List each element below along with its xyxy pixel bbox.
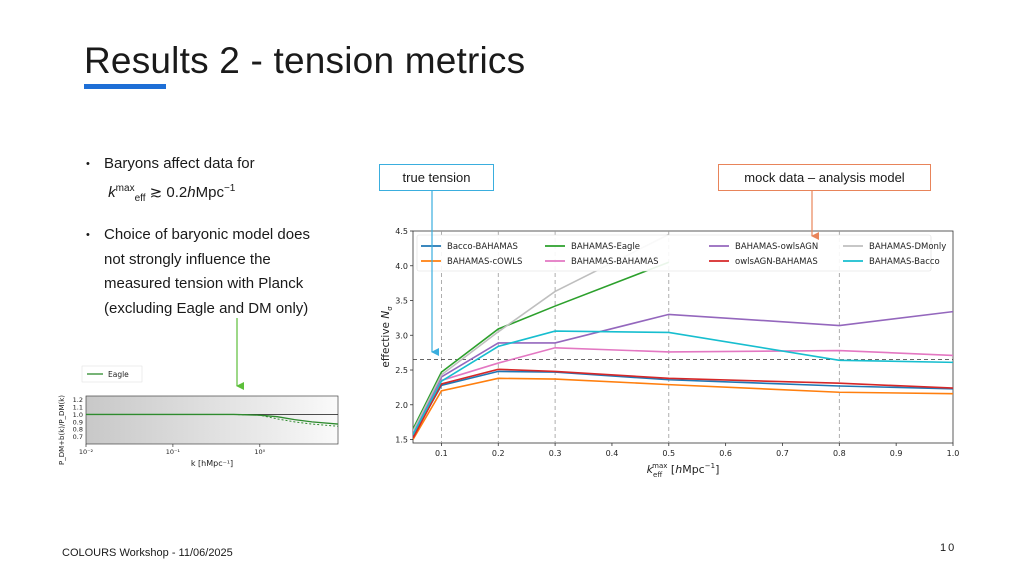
- y-tick-label: 4.5: [395, 227, 408, 236]
- bullet-1-text: Baryons affect data for: [104, 155, 255, 172]
- bullet-dot: •: [86, 158, 90, 170]
- inset-legend-box: [81, 365, 143, 383]
- y-tick-label: 4.0: [395, 262, 408, 271]
- legend-label: BAHAMAS-Bacco: [869, 257, 940, 267]
- x-tick-label: 0.5: [662, 449, 675, 458]
- x-tick-label: 0.1: [435, 449, 448, 458]
- y-tick-label: 2.5: [395, 366, 408, 375]
- inset-x-tick-label: 10⁻²: [79, 448, 94, 456]
- inset-x-tick-label: 10⁻¹: [166, 448, 181, 456]
- bullet-1-formula: kmaxeff ≳ 0.2hMpc−1: [108, 182, 236, 204]
- bullet-2: • Choice of baryonic model does not stro…: [84, 223, 334, 321]
- legend-box: [416, 234, 932, 272]
- x-tick-label: 1.0: [947, 449, 960, 458]
- true-tension-callout: true tension: [379, 164, 494, 191]
- x-tick-label: 0.3: [549, 449, 562, 458]
- y-tick-label: 3.5: [395, 297, 408, 306]
- footer-text: COLOURS Workshop - 11/06/2025: [62, 547, 233, 559]
- series-line: [413, 377, 953, 440]
- y-tick-label: 1.5: [395, 436, 408, 445]
- series-line: [413, 233, 670, 432]
- x-tick-label: 0.6: [719, 449, 732, 458]
- page-number: 10: [940, 542, 957, 554]
- y-axis-label: effective Nσ: [380, 306, 394, 368]
- bullet-list: • Baryons affect data for kmaxeff ≳ 0.2h…: [84, 152, 334, 333]
- power-ratio-chart: 10⁻² 10⁻¹ 10⁰ 1.21.11.00.90.80.7 k [hMpc⁻¹] P…: [58, 365, 339, 468]
- legend-label: Bacco-BAHAMAS: [447, 242, 518, 252]
- inset-y-tick-label: 0.7: [73, 433, 83, 441]
- legend-label: BAHAMAS-BAHAMAS: [571, 257, 659, 267]
- inset-y-tick-label: 0.8: [73, 426, 83, 434]
- tension-chart: 0.1 0.2 0.3 0.4 0.5 0.6 0.7 0.8 0.9 1.0 1.5 2.0 2.5 3…: [380, 227, 960, 477]
- page-title: Results 2 - tension metrics: [84, 40, 526, 81]
- series-line: [413, 368, 953, 439]
- legend-label: BAHAMAS-DMonly: [869, 242, 946, 252]
- x-tick-label: 0.2: [492, 449, 505, 458]
- series-line: [413, 310, 953, 433]
- mock-data-callout: mock data – analysis model: [718, 164, 931, 191]
- x-tick-label: 0.4: [606, 449, 619, 458]
- x-tick-label: 0.9: [890, 449, 903, 458]
- eagle-band-line: [86, 413, 339, 427]
- bullet-1: • Baryons affect data for kmaxeff ≳ 0.2h…: [84, 152, 334, 211]
- bullet-2-text: Choice of baryonic model does not strong…: [104, 226, 310, 317]
- series-line: [413, 330, 953, 436]
- series-line: [413, 261, 670, 430]
- inset-y-tick-label: 1.0: [73, 411, 83, 419]
- legend-label: owlsAGN-BAHAMAS: [735, 257, 818, 267]
- inset-x-tick-label: 10⁰: [254, 448, 265, 456]
- inset-legend-label: Eagle: [108, 370, 129, 379]
- inset-y-tick-label: 1.2: [73, 396, 83, 404]
- series-group: [413, 233, 953, 440]
- legend-label: BAHAMAS-owlsAGN: [735, 242, 818, 252]
- inset-y-tick-label: 0.9: [73, 418, 83, 426]
- inset-legend: Eagle: [81, 365, 143, 383]
- x-tick-label: 0.7: [776, 449, 789, 458]
- inset-y-axis-label: P_DM+b(k)/P_DM(k): [58, 395, 66, 465]
- inset-y-tick-label: 1.1: [73, 404, 83, 412]
- chart-legend: Bacco-BAHAMAS BAHAMAS-Eagle BAHAMAS-owlsAG…: [416, 234, 946, 272]
- x-tick-label: 0.8: [833, 449, 846, 458]
- y-tick-label: 2.0: [395, 401, 408, 410]
- legend-label: BAHAMAS-Eagle: [571, 242, 640, 252]
- legend-label: BAHAMAS-cOWLS: [447, 257, 522, 267]
- x-axis-label: keffmax [hMpc−1]: [647, 462, 720, 477]
- bullet-dot: •: [86, 229, 90, 241]
- y-tick-label: 3.0: [395, 331, 408, 340]
- inset-x-axis-label: k [hMpc⁻¹]: [191, 459, 233, 468]
- title-underline: [84, 84, 166, 89]
